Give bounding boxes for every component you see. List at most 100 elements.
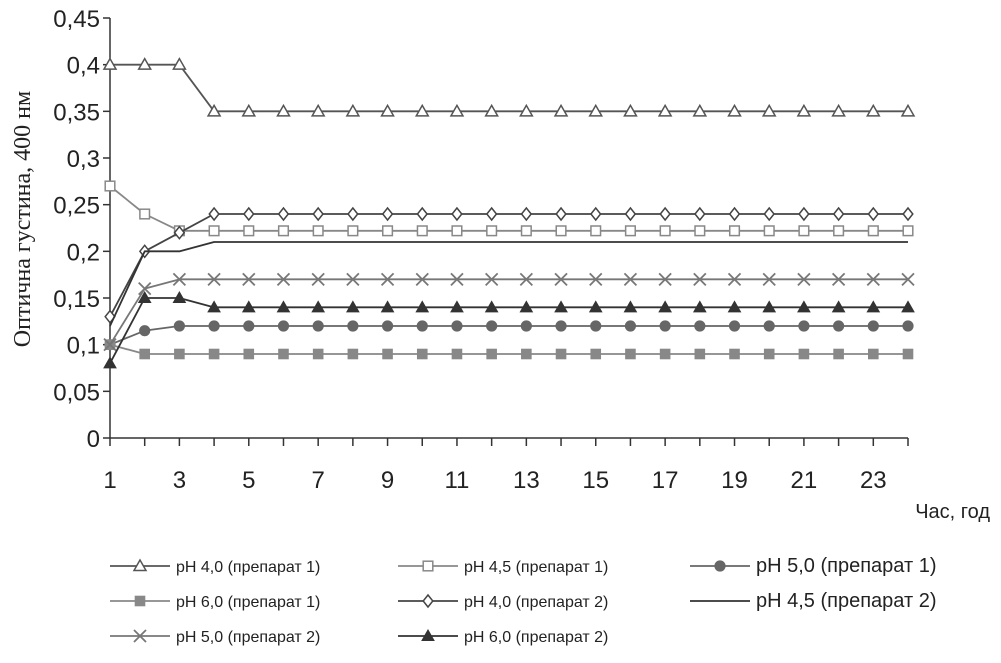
data-point-diamond <box>555 206 567 222</box>
data-point-triangle <box>623 300 638 313</box>
data-point-circle <box>624 320 637 332</box>
data-point-square <box>694 348 706 360</box>
data-point-diamond <box>312 206 324 222</box>
data-point-square <box>208 348 220 360</box>
series-6 <box>109 241 908 327</box>
data-point-diamond <box>902 206 914 222</box>
data-point-diamond <box>798 206 810 222</box>
data-point-square <box>312 225 324 237</box>
data-point-triangle <box>692 103 708 117</box>
data-point-triangle <box>866 103 881 117</box>
data-point-triangle <box>657 103 673 117</box>
legend-label: pH 5,0 (препарат 2) <box>176 629 320 646</box>
data-point-triangle <box>421 628 435 641</box>
y-tick-label: 0 <box>87 426 100 453</box>
data-point-diamond <box>485 206 498 222</box>
data-point-circle <box>555 320 567 332</box>
data-point-triangle <box>449 103 465 117</box>
data-point-triangle <box>900 103 916 117</box>
legend-item: pH 6,0 (препарат 1) <box>110 594 320 611</box>
data-point-circle <box>381 320 394 332</box>
data-point-circle <box>763 320 775 332</box>
data-point-x-stroke <box>762 272 776 286</box>
data-point-diamond <box>347 206 359 222</box>
data-point-circle <box>659 320 671 332</box>
data-point-triangle <box>554 300 568 313</box>
data-point-x-stroke <box>103 338 117 352</box>
data-point-x-stroke <box>172 272 187 286</box>
data-point-triangle <box>137 290 152 303</box>
series-line <box>110 63 908 113</box>
data-point-triangle <box>103 356 117 369</box>
data-point-triangle <box>380 103 395 117</box>
data-point-x <box>485 272 499 286</box>
data-point-circle <box>243 320 255 332</box>
data-point-square <box>590 348 602 360</box>
data-point-x <box>693 272 707 286</box>
y-tick-label: 0,45 <box>53 6 100 33</box>
data-point-x <box>519 272 533 286</box>
data-point-triangle <box>172 290 187 303</box>
series-2 <box>104 180 914 237</box>
data-point-x-stroke <box>727 272 742 286</box>
x-tick-label: 17 <box>652 467 679 494</box>
data-point-triangle <box>866 300 881 313</box>
legend-item: pH 4,5 (препарат 1) <box>398 559 608 576</box>
data-point-diamond <box>208 206 220 222</box>
data-point-x-stroke <box>380 272 395 286</box>
data-point-diamond <box>422 593 434 609</box>
data-point-square <box>624 225 636 237</box>
data-point-square <box>694 225 706 237</box>
data-point-square <box>867 225 879 237</box>
data-point-square <box>174 348 185 360</box>
legend: pH 4,0 (препарат 1) pH 4,5 (препарат 1) pH… <box>110 555 936 646</box>
series-line <box>109 241 908 327</box>
data-point-x <box>589 272 603 286</box>
data-point-diamond <box>867 206 880 222</box>
data-point-square <box>278 348 289 360</box>
x-axis-label: Час, год <box>915 501 990 523</box>
data-point-square <box>243 225 255 237</box>
data-point-diamond <box>243 206 255 222</box>
data-point-square <box>422 560 434 572</box>
data-point-x-stroke <box>519 272 533 286</box>
data-point-circle <box>590 320 602 332</box>
data-point-x <box>727 272 742 286</box>
axes: 00,050,10,150,20,250,30,350,40,451 3 5 7 9 11… <box>53 6 909 494</box>
data-point-square <box>902 348 914 360</box>
data-point-diamond <box>520 206 533 222</box>
data-point-circle <box>312 320 324 332</box>
data-point-square <box>521 348 532 360</box>
data-point-x-stroke <box>346 272 360 286</box>
y-axis-label: Оптична густина, 400 нм <box>10 91 36 347</box>
data-point-triangle <box>901 300 915 313</box>
data-point-square <box>555 225 567 237</box>
data-point-diamond <box>763 206 775 222</box>
legend-item: pH 4,0 (препарат 2) <box>398 593 608 611</box>
data-point-circle <box>520 320 532 332</box>
series-line <box>109 185 908 232</box>
data-point-square <box>798 348 810 360</box>
y-tick-label: 0,4 <box>67 53 100 80</box>
y-tick-label: 0,05 <box>53 379 100 406</box>
data-point-triangle <box>450 300 464 313</box>
data-point-x-stroke <box>415 272 429 286</box>
x-tick-label: 3 <box>173 467 186 494</box>
data-point-square <box>134 595 146 607</box>
data-point-circle <box>139 325 151 337</box>
x-tick-label: 11 <box>444 467 469 494</box>
y-tick-label: 0,1 <box>67 333 100 360</box>
data-point-circle <box>451 320 463 332</box>
legend-label: pH 4,5 (препарат 1) <box>464 559 608 576</box>
data-point-diamond <box>728 206 741 222</box>
data-point-square <box>451 348 463 360</box>
data-point-triangle <box>762 300 777 313</box>
data-point-square <box>728 225 741 237</box>
data-point-diamond <box>416 206 429 222</box>
data-point-x-stroke <box>866 272 880 286</box>
data-point-diamond <box>832 206 845 222</box>
data-point-x-stroke <box>658 272 672 286</box>
data-point-x-stroke <box>242 272 256 286</box>
data-point-square <box>868 348 879 360</box>
data-point-x <box>658 272 672 286</box>
